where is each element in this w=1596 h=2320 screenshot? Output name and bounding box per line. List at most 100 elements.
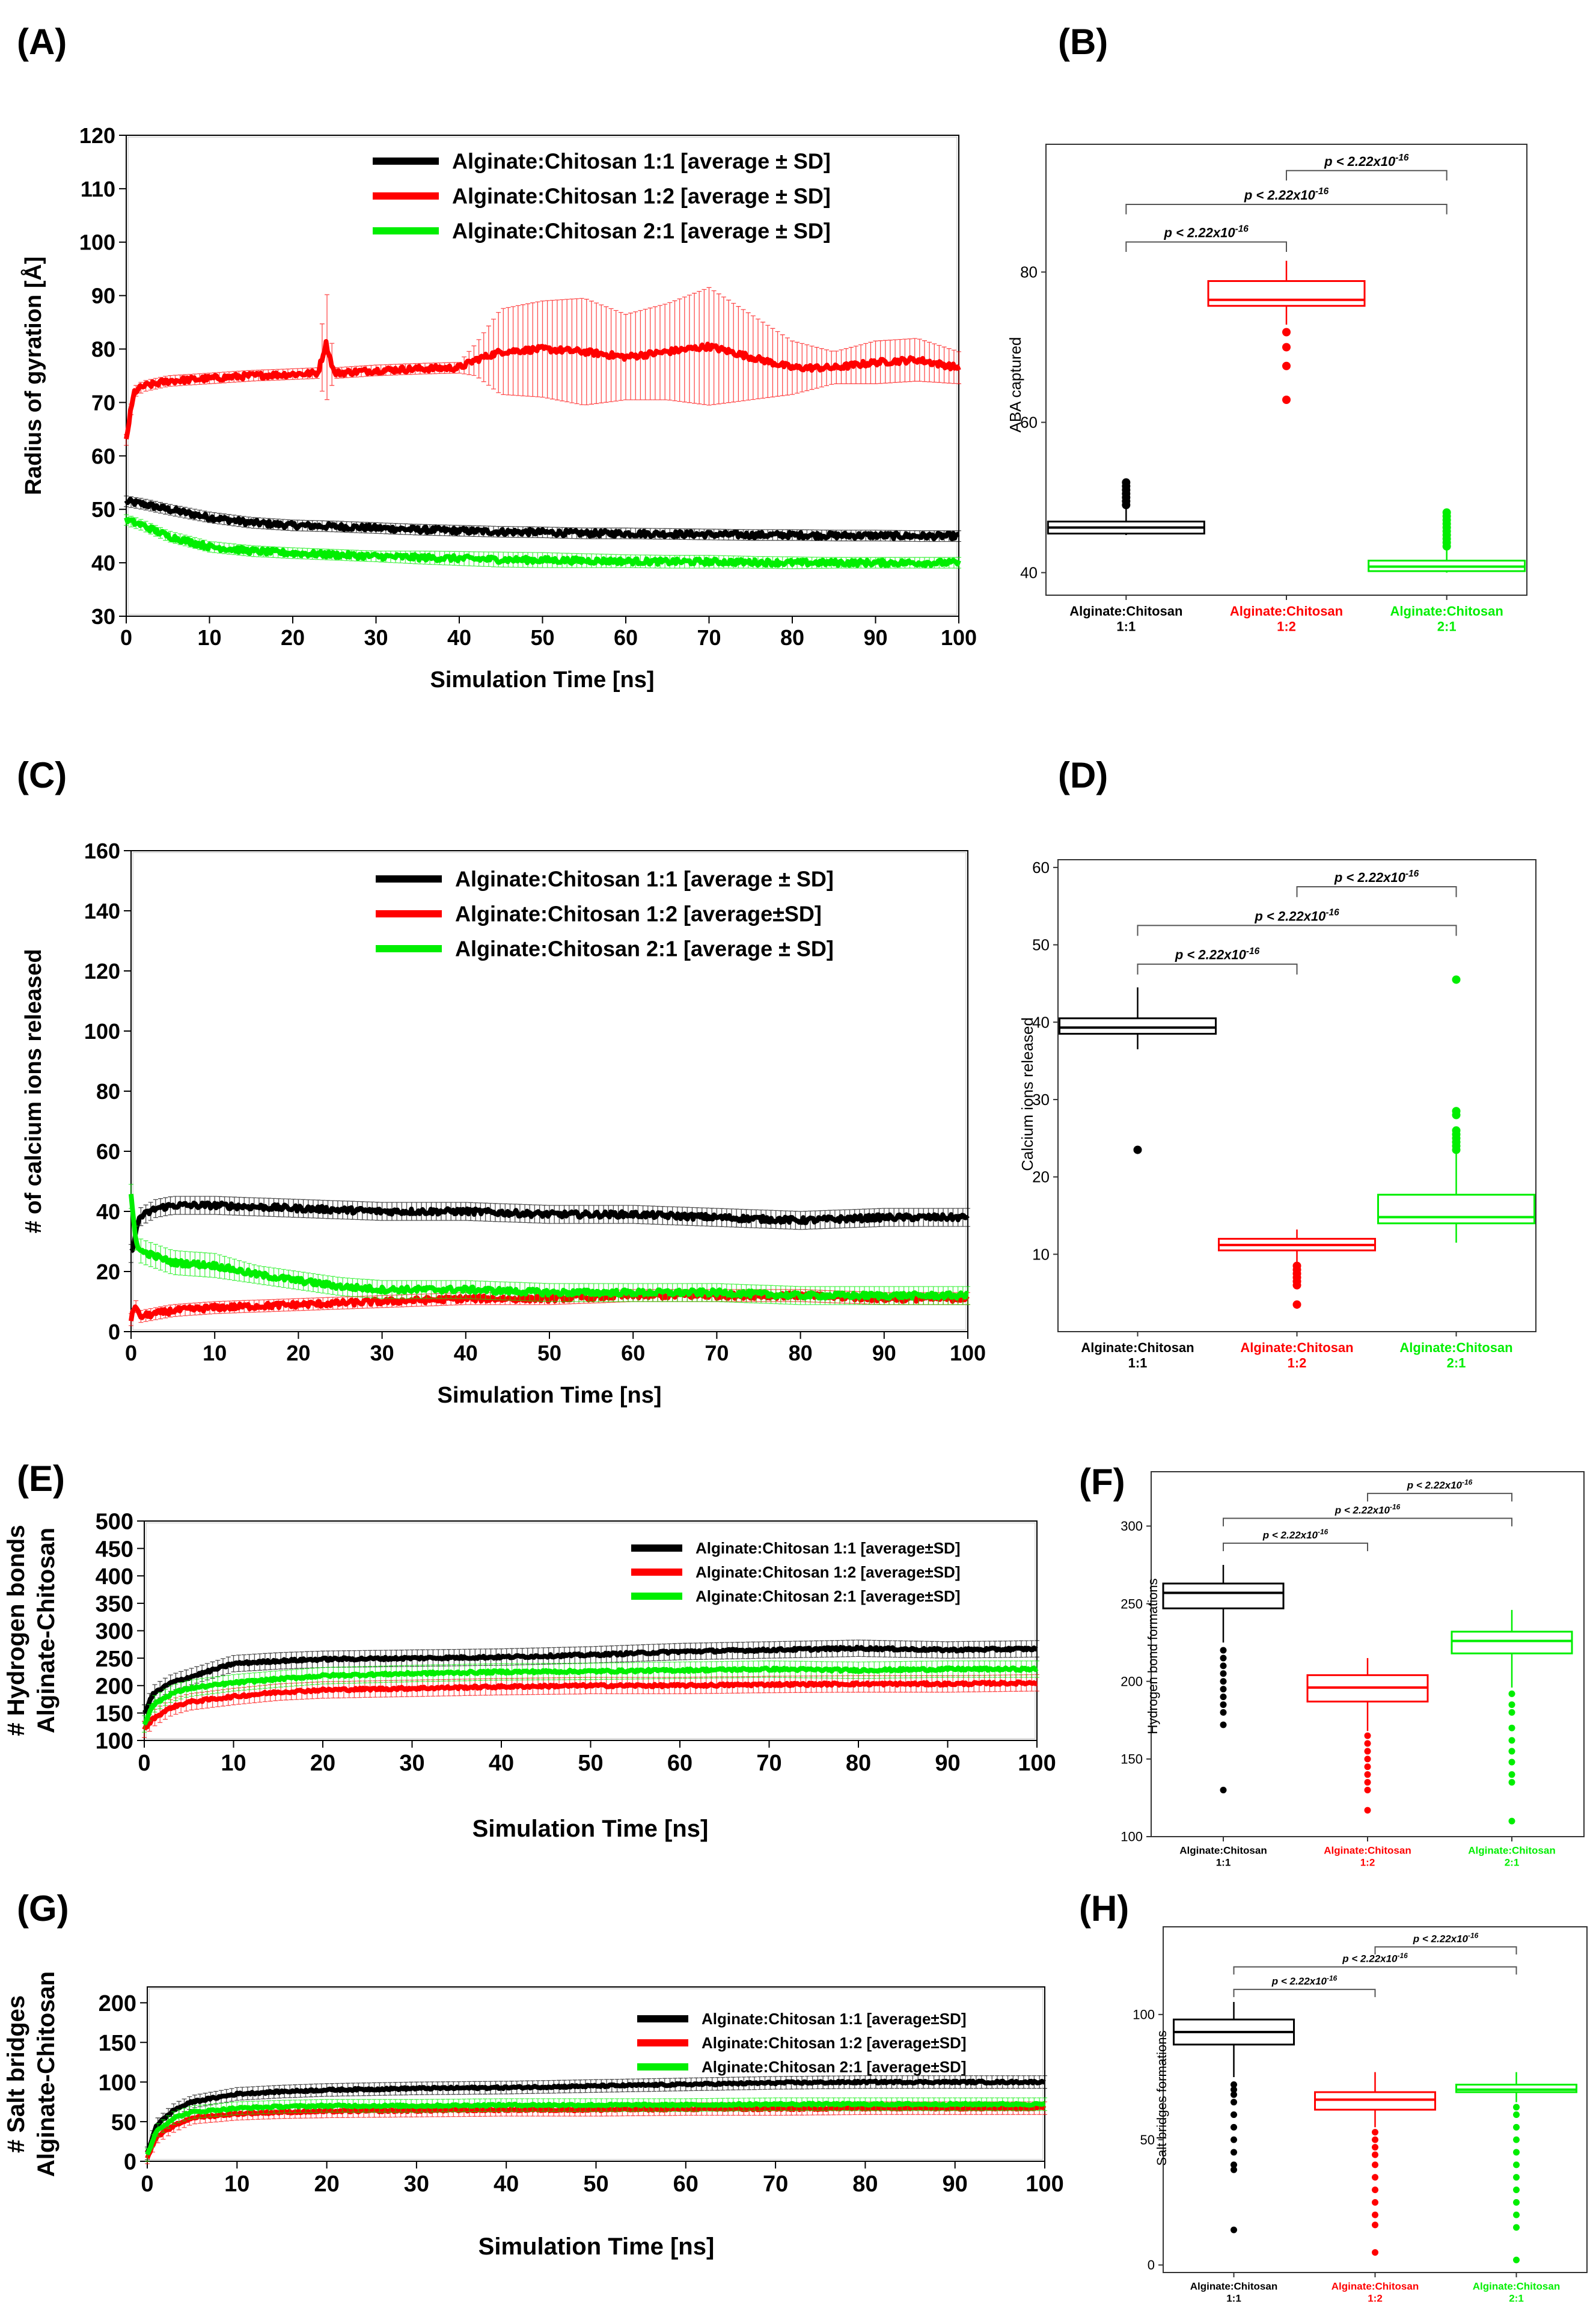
x-axis-title: Simulation Time [ns]	[478, 2233, 715, 2260]
outlier-point	[1364, 1732, 1371, 1739]
box-iqr	[1314, 2091, 1436, 2111]
error-bars	[129, 1184, 970, 1305]
x-tick-label: 10	[197, 625, 221, 650]
p-value-exponent: -16	[1325, 908, 1339, 918]
y-tick-label: 200	[99, 1991, 136, 2016]
panel-label: (H)	[1079, 1888, 1129, 1929]
y-axis-title: Alginate-Chitosan	[33, 1971, 60, 2177]
series-1: Alginate:Chitosan 1:1 [average±SD]	[145, 2010, 1047, 2161]
outlier-point	[1508, 1690, 1515, 1697]
box-iqr	[1455, 2084, 1577, 2093]
y-tick-label: 140	[84, 899, 120, 923]
p-value-text: p < 2.22x10	[1262, 1529, 1318, 1541]
x-tick-label: 30	[364, 625, 388, 650]
p-value-label: p < 2.22x10-16	[1335, 1503, 1401, 1516]
series-2: Alginate:Chitosan 1:2 [average ± SD]	[124, 184, 961, 446]
legend-label: Alginate:Chitosan 1:2 [average±SD]	[696, 1563, 960, 1581]
x-tick-label: 50	[583, 2172, 608, 2197]
outlier-point	[1220, 1647, 1227, 1654]
x-tick-label: 40	[489, 1751, 514, 1776]
y-tick-label: 10	[1032, 1245, 1050, 1263]
series-line	[145, 2078, 1046, 2154]
box-iqr	[1059, 1017, 1217, 1035]
x-tick-label: 30	[399, 1751, 424, 1776]
chart-d: (D) 10 20 30 40 50 60 Calcium ions released Algi…	[1018, 755, 1536, 1371]
x-tick-label: 10	[224, 2172, 249, 2197]
outlier-point	[1364, 1748, 1371, 1755]
category-label: 1:1	[1128, 1356, 1148, 1371]
y-tick-label: 70	[91, 390, 115, 415]
y-axis-title: # Hydrogen bonds	[3, 1525, 29, 1736]
y-axis-title: # Salt bridges	[3, 1995, 29, 2153]
outlier-point	[1364, 1755, 1371, 1763]
y-tick-label: 100	[84, 1019, 120, 1044]
p-value-text: p < 2.22x10	[1407, 1480, 1463, 1491]
panel-label: (F)	[1079, 1461, 1125, 1502]
p-value-label: p < 2.22x10-16	[1324, 153, 1409, 169]
box-iqr	[1377, 1193, 1535, 1225]
plot-inner-frame	[132, 852, 967, 1330]
category-label: Alginate:Chitosan	[1240, 1340, 1353, 1355]
x-tick-label: 20	[314, 2172, 339, 2197]
x-tick-label: 100	[941, 625, 977, 650]
x-tick-label: 90	[872, 1341, 896, 1365]
x-axis-title: Simulation Time [ns]	[437, 1383, 661, 1408]
x-tick-label: 80	[846, 1751, 871, 1776]
bracket-line	[1374, 1946, 1517, 1954]
y-axis-title: # of calcium ions released	[21, 949, 46, 1233]
x-tick-label: 10	[221, 1751, 246, 1776]
significance-bracket: p < 2.22x10-16	[1125, 224, 1287, 252]
outlier-point	[1513, 2149, 1520, 2156]
legend-label: Alginate:Chitosan 2:1 [average±SD]	[696, 1587, 960, 1605]
p-value-text: p < 2.22x10	[1271, 1976, 1327, 1987]
significance-bracket: p < 2.22x10-16	[1374, 1932, 1517, 1954]
p-value-text: p < 2.22x10	[1334, 870, 1406, 885]
p-value-text: p < 2.22x10	[1254, 908, 1326, 923]
series-line	[129, 1193, 969, 1301]
p-value-exponent: -16	[1398, 1951, 1408, 1960]
category-label: 1:2	[1277, 619, 1296, 634]
series-3: Alginate:Chitosan 2:1 [average ± SD]	[124, 219, 961, 569]
y-axis-title: Radius of gyration [Å]	[20, 257, 46, 495]
y-tick-label: 500	[96, 1510, 133, 1535]
y-tick-label: 150	[1121, 1752, 1143, 1767]
outlier-point	[1133, 1145, 1142, 1154]
outlier-point	[1372, 2249, 1378, 2256]
p-value-label: p < 2.22x10-16	[1262, 1528, 1328, 1541]
outlier-point	[1508, 1771, 1515, 1778]
outlier-point	[1231, 2099, 1237, 2106]
x-tick-label: 90	[935, 1751, 960, 1776]
bracket-line	[1233, 1966, 1517, 1975]
bracket-line	[1233, 1989, 1376, 1997]
significance-bracket: p < 2.22x10-16	[1233, 1951, 1517, 1975]
p-value-text: p < 2.22x10	[1342, 1953, 1398, 1965]
panel-label: (D)	[1058, 755, 1108, 795]
significance-bracket: p < 2.22x10-16	[1296, 869, 1457, 898]
x-tick-label: 60	[614, 625, 638, 650]
y-tick-label: 300	[1121, 1519, 1143, 1534]
y-tick-label: 30	[1032, 1091, 1050, 1109]
p-value-text: p < 2.22x10	[1335, 1504, 1390, 1516]
outlier-point	[1282, 328, 1291, 337]
outlier-point	[1508, 1701, 1515, 1708]
x-tick-label: 40	[454, 1341, 478, 1365]
p-value-exponent: -16	[1405, 869, 1419, 879]
p-value-label: p < 2.22x10-16	[1254, 908, 1339, 924]
x-tick-label: 10	[203, 1341, 227, 1365]
outlier-point	[1372, 2136, 1378, 2143]
outlier-point	[1372, 2144, 1378, 2151]
p-value-exponent: -16	[1318, 1528, 1328, 1536]
outlier-point	[1231, 2161, 1237, 2168]
outlier-point	[1513, 2211, 1520, 2218]
outlier-point	[1513, 2111, 1520, 2118]
y-tick-label: 0	[108, 1320, 120, 1344]
category-label: Alginate:Chitosan	[1399, 1340, 1512, 1355]
y-tick-label: 90	[91, 284, 115, 308]
outlier-point	[1372, 2129, 1378, 2136]
outlier-point	[1513, 2136, 1520, 2143]
